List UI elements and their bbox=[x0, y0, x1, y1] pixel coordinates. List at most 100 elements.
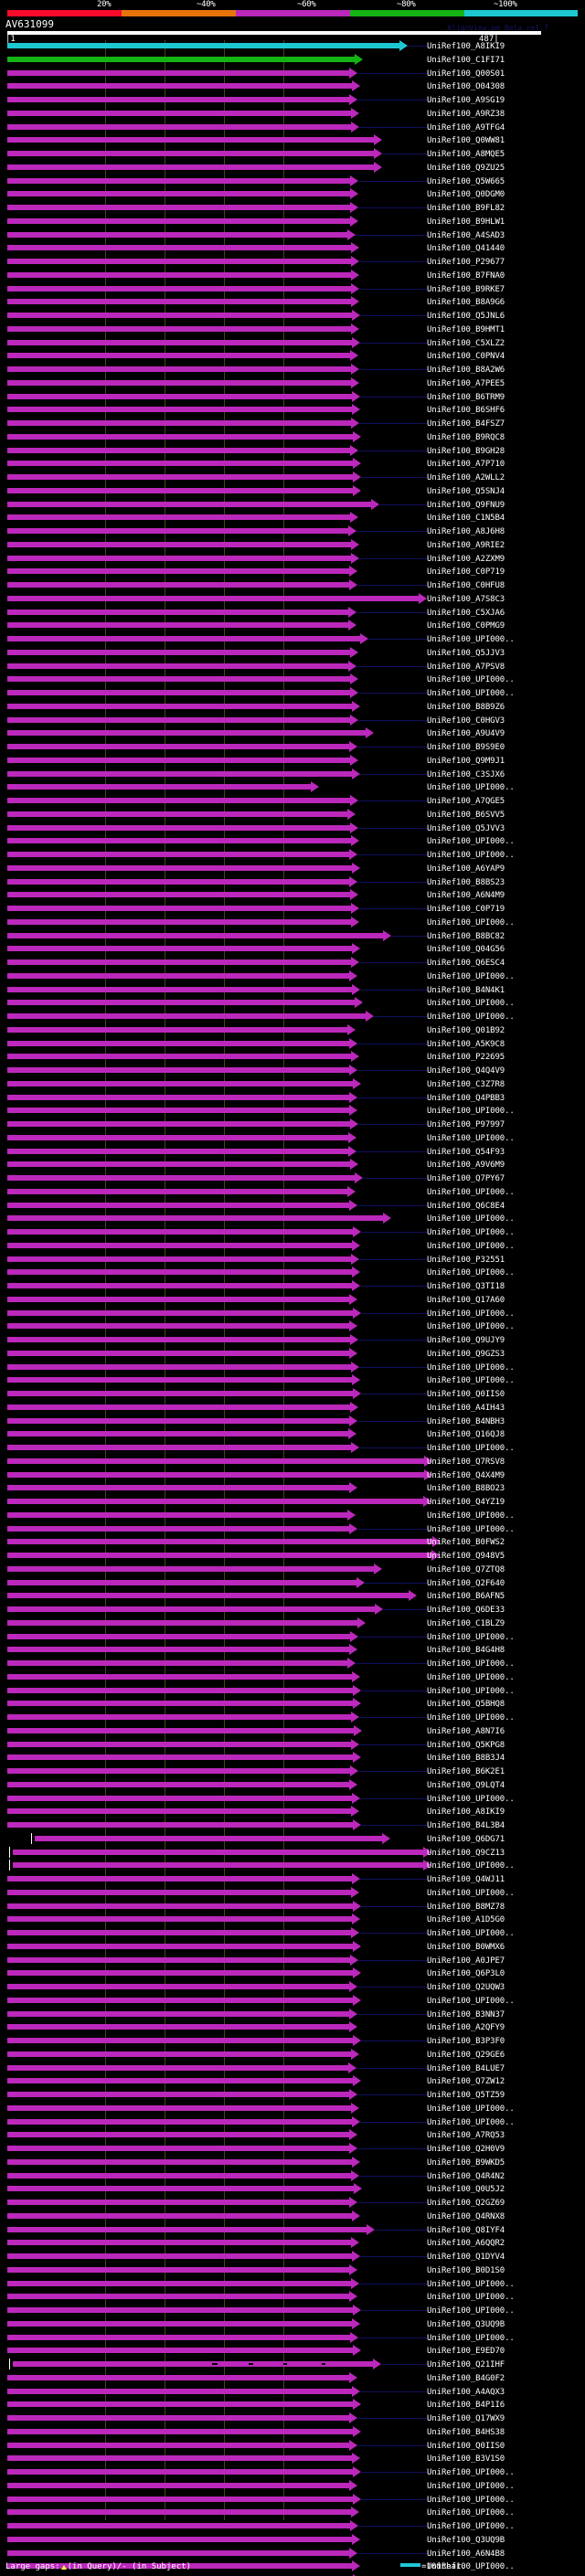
hsp-bar[interactable] bbox=[7, 2253, 352, 2259]
hsp-bar[interactable] bbox=[7, 1202, 349, 1208]
subject-accession-label[interactable]: UniRef100_B4FSZ7 bbox=[427, 419, 505, 429]
hsp-bar[interactable] bbox=[7, 1822, 353, 1828]
alignment-row[interactable]: UniRef100_A9TFG4 bbox=[0, 121, 585, 135]
hsp-bar[interactable] bbox=[35, 1835, 382, 1841]
hsp-bar[interactable] bbox=[7, 69, 349, 76]
alignment-row[interactable]: UniRef100_Q54F93 bbox=[0, 1145, 585, 1160]
subject-accession-label[interactable]: UniRef100_A9SG19 bbox=[427, 96, 505, 105]
alignment-row[interactable]: UniRef100_B4G0F2 bbox=[0, 2371, 585, 2386]
hsp-bar[interactable] bbox=[7, 1997, 353, 2003]
alignment-row[interactable]: UniRef100_UPI000.. bbox=[0, 1860, 585, 1873]
alignment-row[interactable]: UniRef100_UPI000.. bbox=[0, 2277, 585, 2292]
alignment-row[interactable]: UniRef100_Q948V5 bbox=[0, 1550, 585, 1564]
alignment-row[interactable]: UniRef100_B9FL82 bbox=[0, 202, 585, 216]
alignment-row[interactable]: UniRef100_B9WKD5 bbox=[0, 2156, 585, 2170]
alignment-row[interactable]: UniRef100_Q5KPG8 bbox=[0, 1738, 585, 1753]
alignment-row[interactable]: UniRef100_Q4PBB3 bbox=[0, 1091, 585, 1106]
alignment-row[interactable]: UniRef100_A6YAP9 bbox=[0, 862, 585, 876]
hsp-bar[interactable] bbox=[7, 2536, 352, 2542]
subject-accession-label[interactable]: UniRef100_A8MQE5 bbox=[427, 150, 505, 159]
hsp-bar[interactable] bbox=[7, 838, 351, 844]
hsp-bar[interactable] bbox=[7, 1363, 351, 1370]
hsp-bar[interactable] bbox=[7, 663, 348, 669]
hsp-bar[interactable] bbox=[7, 2455, 352, 2462]
subject-accession-label[interactable]: UniRef100_UPI000.. bbox=[427, 2293, 515, 2303]
hsp-bar[interactable] bbox=[7, 2010, 349, 2017]
alignment-row[interactable]: UniRef100_UPI000.. bbox=[0, 1307, 585, 1321]
subject-accession-label[interactable]: UniRef100_UPI000.. bbox=[427, 1794, 515, 1804]
subject-accession-label[interactable]: UniRef100_B6AFN5 bbox=[427, 1592, 505, 1602]
alignment-row[interactable]: UniRef100_A2QFY9 bbox=[0, 2021, 585, 2035]
subject-accession-label[interactable]: UniRef100_Q3TI18 bbox=[427, 1282, 505, 1291]
alignment-row[interactable]: UniRef100_Q4YZ19 bbox=[0, 1496, 585, 1510]
hsp-bar[interactable] bbox=[7, 959, 351, 965]
subject-accession-label[interactable]: UniRef100_Q0IIS0 bbox=[427, 2441, 505, 2451]
subject-accession-label[interactable]: UniRef100_Q01B92 bbox=[427, 1025, 505, 1035]
subject-accession-label[interactable]: UniRef100_A7RQ53 bbox=[427, 2131, 505, 2141]
subject-accession-label[interactable]: UniRef100_Q9UJY9 bbox=[427, 1336, 505, 1345]
hsp-bar[interactable] bbox=[7, 2212, 352, 2219]
alignment-row[interactable]: UniRef100_UPI000.. bbox=[0, 2479, 585, 2494]
subject-accession-label[interactable]: UniRef100_Q2UQW3 bbox=[427, 1983, 505, 1992]
hsp-bar[interactable] bbox=[7, 757, 350, 763]
subject-accession-label[interactable]: UniRef100_B0WMX6 bbox=[427, 1942, 505, 1952]
hsp-bar[interactable] bbox=[7, 271, 351, 278]
subject-accession-label[interactable]: UniRef100_UPI000.. bbox=[427, 1659, 515, 1669]
hsp-bar[interactable] bbox=[7, 595, 419, 601]
subject-accession-label[interactable]: UniRef100_UPI000.. bbox=[427, 1444, 515, 1453]
alignment-row[interactable]: UniRef100_Q17WX9 bbox=[0, 2412, 585, 2426]
hsp-bar[interactable] bbox=[7, 622, 348, 629]
subject-accession-label[interactable]: UniRef100_A2ZXM9 bbox=[427, 554, 505, 564]
hsp-bar[interactable] bbox=[7, 1242, 352, 1248]
hsp-bar[interactable] bbox=[7, 339, 352, 345]
hsp-bar[interactable] bbox=[7, 2496, 353, 2502]
subject-accession-label[interactable]: UniRef100_UPI000.. bbox=[427, 851, 515, 860]
hsp-bar[interactable] bbox=[7, 892, 350, 898]
hsp-bar[interactable] bbox=[7, 528, 348, 534]
hsp-bar[interactable] bbox=[7, 1727, 354, 1733]
alignment-row[interactable]: UniRef100_UPI000.. bbox=[0, 1213, 585, 1226]
subject-accession-label[interactable]: UniRef100_B7FNA0 bbox=[427, 270, 505, 281]
hsp-bar[interactable] bbox=[7, 1094, 349, 1100]
hsp-bar[interactable] bbox=[7, 2024, 349, 2030]
hsp-bar[interactable] bbox=[7, 2158, 352, 2165]
alignment-row[interactable]: UniRef100_Q6C8E4 bbox=[0, 1199, 585, 1214]
hsp-bar[interactable] bbox=[7, 1431, 348, 1437]
subject-accession-label[interactable]: UniRef100_Q0DGM0 bbox=[427, 190, 505, 200]
alignment-row[interactable]: UniRef100_Q9ZU25 bbox=[0, 161, 585, 175]
alignment-row[interactable]: UniRef100_Q7RSV8 bbox=[0, 1455, 585, 1469]
alignment-row[interactable]: UniRef100_UPI000.. bbox=[0, 1239, 585, 1254]
hsp-bar[interactable] bbox=[7, 541, 351, 547]
alignment-row[interactable]: UniRef100_A6N4M9 bbox=[0, 889, 585, 903]
subject-accession-label[interactable]: UniRef100_Q9FNU9 bbox=[427, 500, 505, 510]
alignment-row[interactable]: UniRef100_A8N7I6 bbox=[0, 1724, 585, 1739]
hsp-bar[interactable] bbox=[7, 366, 351, 372]
hsp-bar[interactable] bbox=[7, 1889, 351, 1895]
subject-accession-label[interactable]: UniRef100_A2WLL2 bbox=[427, 473, 505, 482]
subject-accession-label[interactable]: UniRef100_UPI000.. bbox=[427, 999, 515, 1009]
hsp-bar[interactable] bbox=[7, 177, 350, 184]
subject-accession-label[interactable]: UniRef100_UPI000.. bbox=[427, 675, 515, 685]
subject-accession-label[interactable]: UniRef100_UPI000.. bbox=[427, 1187, 515, 1197]
alignment-row[interactable]: UniRef100_Q9UJY9 bbox=[0, 1334, 585, 1348]
alignment-row[interactable]: UniRef100_Q9LQT4 bbox=[0, 1778, 585, 1793]
subject-accession-label[interactable]: UniRef100_UPI000.. bbox=[427, 1309, 515, 1319]
hsp-bar[interactable] bbox=[7, 1943, 353, 1949]
hsp-bar[interactable] bbox=[7, 2226, 367, 2232]
hsp-bar[interactable] bbox=[7, 1606, 375, 1612]
subject-accession-label[interactable]: UniRef100_B0FWS2 bbox=[427, 1538, 505, 1548]
hsp-bar[interactable] bbox=[7, 1647, 349, 1653]
alignment-row[interactable]: UniRef100_Q1DYV4 bbox=[0, 2251, 585, 2264]
subject-accession-label[interactable]: UniRef100_Q9CZ13 bbox=[427, 1848, 505, 1858]
hsp-bar[interactable] bbox=[7, 2482, 349, 2488]
alignment-row[interactable]: UniRef100_A0JPE7 bbox=[0, 1954, 585, 1968]
hsp-bar[interactable] bbox=[7, 1458, 424, 1464]
hsp-bar[interactable] bbox=[7, 1148, 348, 1154]
alignment-row[interactable]: UniRef100_A9SG19 bbox=[0, 94, 585, 108]
subject-accession-label[interactable]: UniRef100_UPI000.. bbox=[427, 1012, 515, 1022]
hsp-bar[interactable] bbox=[7, 1188, 347, 1194]
alignment-row[interactable]: UniRef100_A7RQ53 bbox=[0, 2129, 585, 2143]
alignment-row[interactable]: UniRef100_UPI000.. bbox=[0, 2520, 585, 2534]
subject-accession-label[interactable]: UniRef100_B9RKE7 bbox=[427, 284, 505, 294]
hsp-bar[interactable] bbox=[7, 379, 351, 386]
